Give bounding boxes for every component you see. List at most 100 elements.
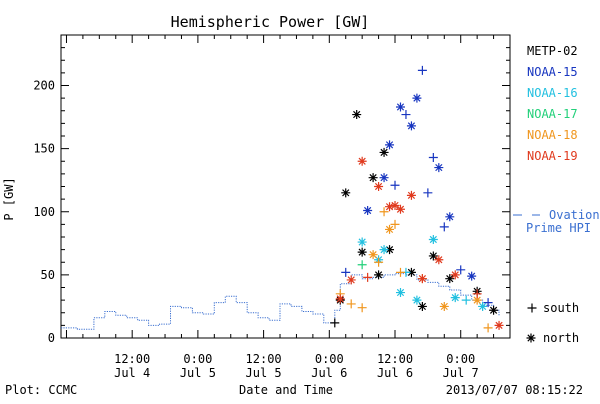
x-tick-time-label: 0:00 (315, 352, 344, 366)
point-metp-02-north (357, 247, 367, 257)
legend-north-label: north (543, 331, 579, 345)
x-tick-time-label: 12:00 (377, 352, 413, 366)
point-noaa-18-north (368, 250, 378, 260)
point-noaa-18-south (483, 323, 493, 333)
point-noaa-18-south (379, 207, 389, 217)
point-noaa-19-north (406, 190, 416, 200)
point-noaa-15-south (428, 152, 438, 162)
legend: METP-02 NOAA-15 NOAA-16 NOAA-17 NOAA-18 NOAA-… (513, 44, 600, 345)
plot-timestamp: 2013/07/07 08:15:22 (446, 383, 583, 397)
legend-south-marker (527, 303, 537, 313)
plot-border (60, 34, 511, 339)
y-tick-label: 150 (33, 142, 55, 156)
point-metp-02-north (417, 301, 427, 311)
point-metp-02-north (341, 188, 351, 198)
point-noaa-15-south (341, 267, 351, 277)
point-noaa-19-north (434, 255, 444, 265)
point-noaa-19-north (374, 182, 384, 191)
legend-south-label: south (543, 301, 579, 315)
ovation-layer (61, 273, 500, 330)
point-noaa-15-north (467, 271, 477, 281)
point-metp-02-north (374, 270, 384, 280)
point-noaa-18-north (472, 295, 482, 305)
x-tick-time-label: 12:00 (114, 352, 150, 366)
point-noaa-17-south (357, 260, 367, 270)
point-noaa-15-south (401, 110, 411, 120)
point-noaa-15-north (385, 140, 395, 150)
point-noaa-19-north (395, 204, 405, 214)
x-tick-date-label: Jul 6 (311, 366, 347, 380)
point-noaa-15-south (423, 188, 433, 198)
y-tick-label: 50 (41, 268, 55, 282)
point-noaa-19-south (363, 272, 373, 282)
series-metp-02 (330, 110, 499, 328)
point-noaa-19-north (385, 202, 395, 212)
point-noaa-19-north (335, 294, 345, 304)
point-noaa-15-north (445, 212, 455, 222)
x-axis-label: Date and Time (239, 383, 333, 397)
point-noaa-16-north (379, 245, 389, 255)
point-metp-02-south (330, 318, 340, 328)
point-noaa-15-north (406, 121, 416, 131)
legend-entry: NOAA-18 (527, 128, 578, 142)
point-noaa-19-north (346, 275, 356, 285)
point-noaa-15-north (395, 102, 405, 112)
legend-ovation-label-2: Prime HPI (526, 221, 591, 235)
x-tick-date-label: Jul 4 (114, 366, 150, 380)
x-tick-time-label: 0:00 (446, 352, 475, 366)
point-noaa-15-south (483, 298, 493, 308)
point-noaa-19-north (390, 200, 400, 210)
point-noaa-19-north (417, 274, 427, 284)
point-noaa-18-south (390, 219, 400, 229)
point-metp-02-north (368, 173, 378, 183)
point-noaa-16-north (478, 301, 488, 311)
point-noaa-19-north (357, 156, 367, 166)
point-noaa-19-north (450, 270, 460, 280)
y-tick-label: 0 (48, 331, 55, 345)
point-noaa-16-south (461, 295, 471, 305)
point-noaa-19-north (494, 320, 504, 330)
series-noaa-17 (357, 260, 367, 270)
point-metp-02-north (406, 267, 416, 277)
point-metp-02-north (385, 245, 395, 255)
point-noaa-19-south (472, 289, 482, 299)
legend-ovation-label: Ovation (549, 208, 600, 222)
chart-title: Hemispheric Power [GW] (171, 13, 370, 31)
point-metp-02-north (489, 305, 499, 315)
point-noaa-18-north (385, 224, 395, 234)
point-noaa-16-north (450, 293, 460, 303)
legend-entry: METP-02 (527, 44, 578, 58)
point-noaa-15-north (363, 205, 373, 215)
point-metp-02-north (428, 251, 438, 261)
point-noaa-18-south (357, 303, 367, 313)
x-tick-time-label: 0:00 (183, 352, 212, 366)
point-metp-02-north (445, 274, 455, 284)
plot-frame (60, 34, 511, 339)
point-noaa-16-north (428, 235, 438, 245)
legend-entry: NOAA-16 (527, 86, 578, 100)
series-noaa-15 (341, 65, 493, 308)
point-metp-02-north (352, 110, 362, 120)
point-noaa-15-south (439, 222, 449, 232)
legend-entry: NOAA-17 (527, 107, 578, 121)
point-noaa-15-north (412, 93, 422, 103)
legend-entry: NOAA-19 (527, 149, 578, 163)
plot-credit: Plot: CCMC (5, 383, 77, 397)
legend-north-marker (526, 333, 536, 343)
y-tick-label: 100 (33, 205, 55, 219)
point-noaa-15-south (456, 265, 466, 275)
legend-entry: NOAA-15 (527, 65, 578, 79)
point-noaa-15-south (390, 180, 400, 190)
point-noaa-18-south (346, 299, 356, 309)
point-noaa-15-north (434, 163, 444, 173)
point-noaa-15-south (417, 65, 427, 75)
y-axis-label: P [GW] (2, 177, 16, 220)
points-layer (330, 65, 504, 333)
point-noaa-16-north (395, 288, 405, 298)
x-tick-date-label: Jul 5 (180, 366, 216, 380)
point-noaa-16-north (412, 295, 422, 305)
point-noaa-18-north (439, 301, 449, 311)
point-noaa-15-north (379, 173, 389, 183)
